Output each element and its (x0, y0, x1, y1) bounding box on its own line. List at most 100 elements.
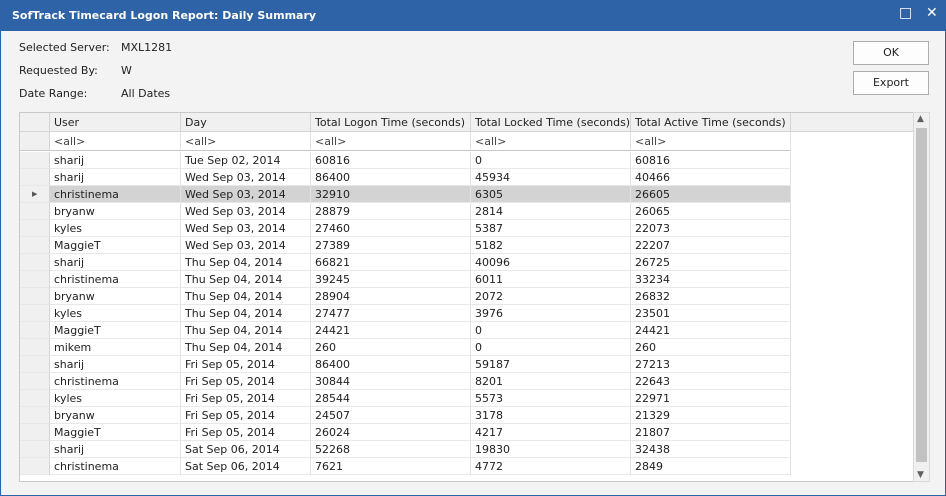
table-cell[interactable]: 33234 (631, 271, 791, 288)
table-cell[interactable]: Thu Sep 04, 2014 (181, 339, 311, 356)
table-cell[interactable]: Wed Sep 03, 2014 (181, 237, 311, 254)
table-cell[interactable]: Fri Sep 05, 2014 (181, 390, 311, 407)
row-indicator[interactable] (20, 288, 50, 305)
table-cell[interactable]: 27213 (631, 356, 791, 373)
table-cell[interactable]: Fri Sep 05, 2014 (181, 373, 311, 390)
table-cell[interactable]: sharij (50, 169, 181, 186)
table-cell[interactable]: 39245 (311, 271, 471, 288)
row-indicator[interactable] (20, 390, 50, 407)
table-cell[interactable]: Thu Sep 04, 2014 (181, 254, 311, 271)
column-header[interactable]: User (50, 113, 181, 132)
table-cell[interactable]: 3178 (471, 407, 631, 424)
table-cell[interactable]: 40466 (631, 169, 791, 186)
row-indicator[interactable] (20, 203, 50, 220)
table-cell[interactable]: 22207 (631, 237, 791, 254)
table-cell[interactable]: kyles (50, 305, 181, 322)
column-header[interactable]: Total Locked Time (seconds) (471, 113, 631, 132)
table-cell[interactable]: bryanw (50, 203, 181, 220)
table-cell[interactable]: Wed Sep 03, 2014 (181, 169, 311, 186)
table-cell[interactable]: 6305 (471, 186, 631, 203)
filter-icon[interactable] (20, 132, 50, 151)
table-cell[interactable]: Thu Sep 04, 2014 (181, 288, 311, 305)
table-cell[interactable]: 26024 (311, 424, 471, 441)
column-header[interactable]: Day (181, 113, 311, 132)
table-cell[interactable]: 30844 (311, 373, 471, 390)
table-cell[interactable]: 28544 (311, 390, 471, 407)
table-cell[interactable]: 26065 (631, 203, 791, 220)
table-cell[interactable]: 24507 (311, 407, 471, 424)
table-cell[interactable]: 24421 (631, 322, 791, 339)
table-cell[interactable]: 2849 (631, 458, 791, 475)
table-cell[interactable]: 26605 (631, 186, 791, 203)
table-cell[interactable]: 28879 (311, 203, 471, 220)
table-cell[interactable]: 4772 (471, 458, 631, 475)
table-cell[interactable]: Fri Sep 05, 2014 (181, 356, 311, 373)
table-cell[interactable]: 22643 (631, 373, 791, 390)
table-cell[interactable]: 27389 (311, 237, 471, 254)
table-cell[interactable]: christinema (50, 271, 181, 288)
column-filter[interactable]: <all> (471, 132, 631, 151)
row-indicator[interactable] (20, 254, 50, 271)
table-cell[interactable]: MaggieT (50, 322, 181, 339)
table-cell[interactable]: 2072 (471, 288, 631, 305)
table-cell[interactable]: MaggieT (50, 424, 181, 441)
table-cell[interactable]: 26832 (631, 288, 791, 305)
row-indicator[interactable] (20, 271, 50, 288)
column-filter[interactable]: <all> (631, 132, 791, 151)
table-cell[interactable]: 86400 (311, 169, 471, 186)
table-cell[interactable]: 86400 (311, 356, 471, 373)
table-cell[interactable]: 6011 (471, 271, 631, 288)
column-filter[interactable]: <all> (181, 132, 311, 151)
table-cell[interactable]: 0 (471, 322, 631, 339)
table-cell[interactable]: kyles (50, 390, 181, 407)
table-cell[interactable]: 27460 (311, 220, 471, 237)
table-cell[interactable]: Thu Sep 04, 2014 (181, 271, 311, 288)
table-cell[interactable]: 5387 (471, 220, 631, 237)
table-cell[interactable]: Thu Sep 04, 2014 (181, 305, 311, 322)
table-cell[interactable]: sharij (50, 441, 181, 458)
table-cell[interactable]: Fri Sep 05, 2014 (181, 424, 311, 441)
table-cell[interactable]: 22971 (631, 390, 791, 407)
column-filter[interactable]: <all> (311, 132, 471, 151)
table-cell[interactable]: 4217 (471, 424, 631, 441)
table-cell[interactable]: 45934 (471, 169, 631, 186)
table-cell[interactable]: kyles (50, 220, 181, 237)
table-cell[interactable]: christinema (50, 458, 181, 475)
table-cell[interactable]: 7621 (311, 458, 471, 475)
table-cell[interactable]: bryanw (50, 407, 181, 424)
export-button[interactable]: Export (853, 71, 929, 95)
table-cell[interactable]: christinema (50, 186, 181, 203)
table-cell[interactable]: bryanw (50, 288, 181, 305)
row-indicator[interactable] (20, 339, 50, 356)
row-indicator[interactable] (20, 356, 50, 373)
table-cell[interactable]: 260 (311, 339, 471, 356)
row-indicator[interactable] (20, 407, 50, 424)
table-cell[interactable]: 19830 (471, 441, 631, 458)
table-cell[interactable]: 32910 (311, 186, 471, 203)
table-cell[interactable]: 60816 (631, 152, 791, 169)
row-indicator[interactable] (20, 373, 50, 390)
table-cell[interactable]: Sat Sep 06, 2014 (181, 458, 311, 475)
table-cell[interactable]: 66821 (311, 254, 471, 271)
table-cell[interactable]: sharij (50, 152, 181, 169)
table-cell[interactable]: christinema (50, 373, 181, 390)
table-cell[interactable]: 0 (471, 152, 631, 169)
maximize-button[interactable]: □ (899, 5, 913, 21)
table-cell[interactable]: Tue Sep 02, 2014 (181, 152, 311, 169)
row-indicator[interactable] (20, 458, 50, 475)
table-cell[interactable]: mikem (50, 339, 181, 356)
table-cell[interactable]: 22073 (631, 220, 791, 237)
row-indicator[interactable] (20, 322, 50, 339)
table-cell[interactable]: Sat Sep 06, 2014 (181, 441, 311, 458)
table-cell[interactable]: 40096 (471, 254, 631, 271)
table-cell[interactable]: sharij (50, 356, 181, 373)
table-cell[interactable]: Wed Sep 03, 2014 (181, 203, 311, 220)
row-indicator[interactable] (20, 220, 50, 237)
row-indicator[interactable] (20, 169, 50, 186)
table-cell[interactable]: 0 (471, 339, 631, 356)
table-cell[interactable]: 32438 (631, 441, 791, 458)
table-cell[interactable]: Fri Sep 05, 2014 (181, 407, 311, 424)
table-cell[interactable]: Wed Sep 03, 2014 (181, 220, 311, 237)
table-cell[interactable]: 21329 (631, 407, 791, 424)
row-indicator[interactable] (20, 424, 50, 441)
